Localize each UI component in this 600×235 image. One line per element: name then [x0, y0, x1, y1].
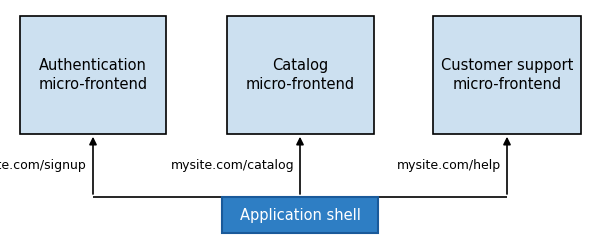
Bar [222, 197, 378, 233]
Text: mysite.com/signup: mysite.com/signup [0, 159, 87, 172]
Text: Application shell: Application shell [239, 208, 361, 223]
Text: mysite.com/help: mysite.com/help [397, 159, 501, 172]
Text: Catalog
micro-frontend: Catalog micro-frontend [245, 59, 355, 92]
Text: Customer support
micro-frontend: Customer support micro-frontend [441, 59, 573, 92]
Text: mysite.com/catalog: mysite.com/catalog [170, 159, 294, 172]
Text: Authentication
micro-frontend: Authentication micro-frontend [38, 59, 148, 92]
Bar [19, 16, 166, 134]
Bar [227, 16, 373, 134]
Bar [433, 16, 581, 134]
